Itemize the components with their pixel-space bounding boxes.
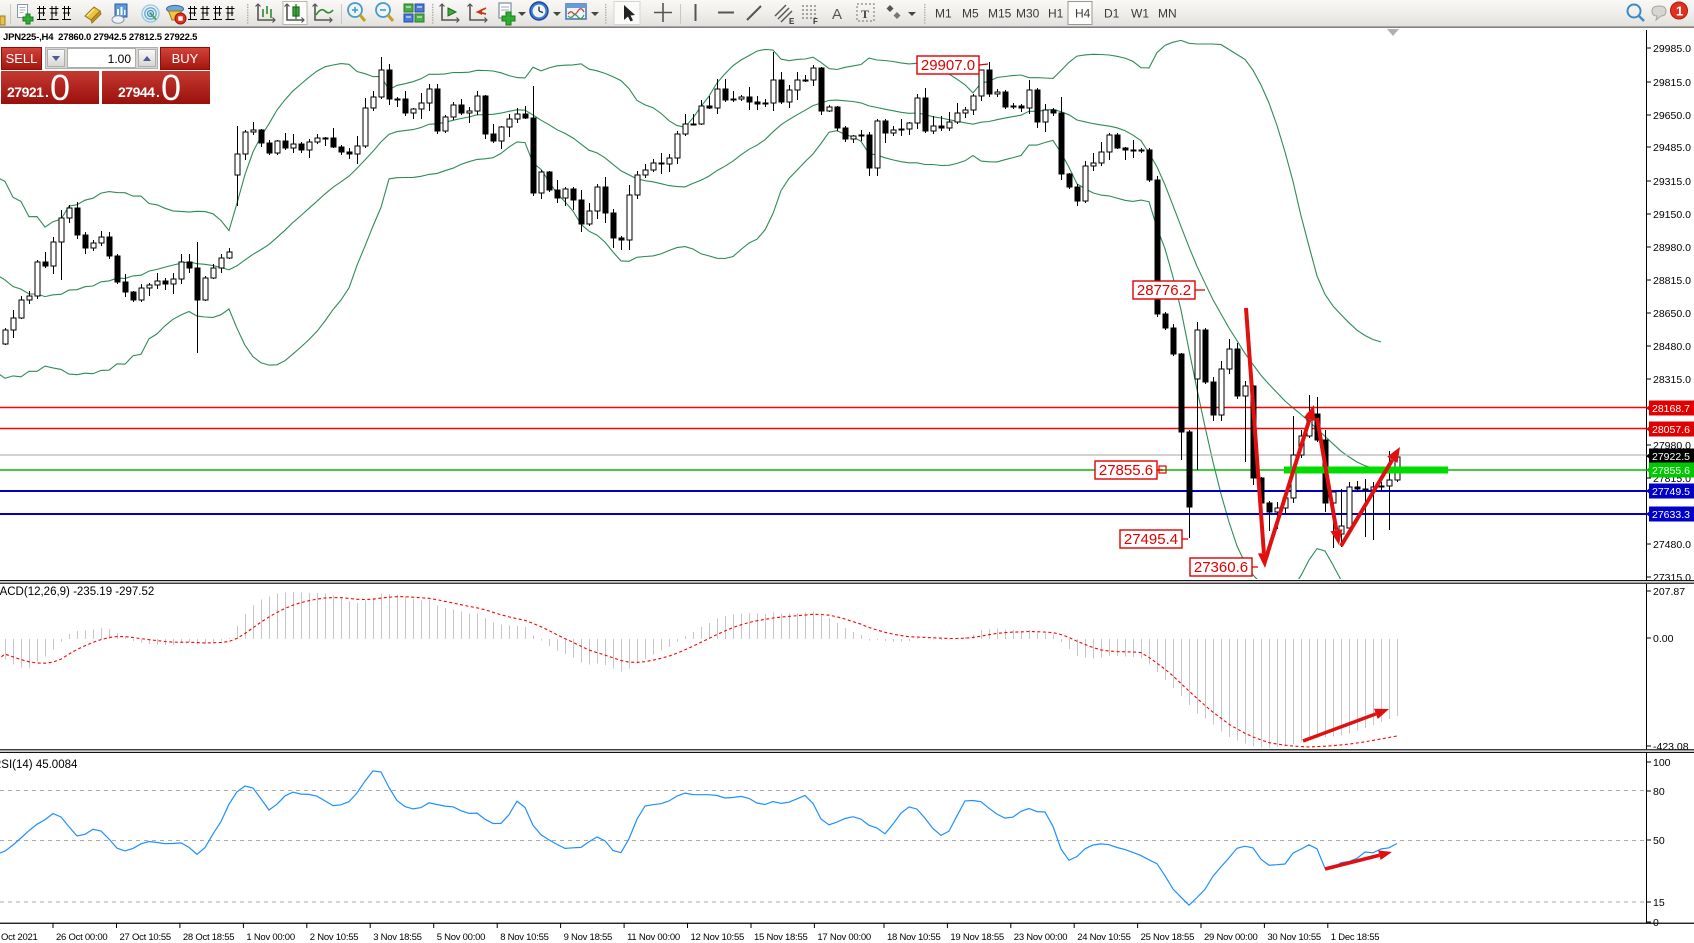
svg-text:27855.6: 27855.6 xyxy=(1099,462,1153,479)
svg-text:27315.0: 27315.0 xyxy=(1653,572,1691,584)
svg-text:MACD(12,26,9) -235.19 -297.52: MACD(12,26,9) -235.19 -297.52 xyxy=(0,586,154,598)
svg-text:2 Nov 10:55: 2 Nov 10:55 xyxy=(310,932,358,943)
svg-text:15: 15 xyxy=(1653,897,1665,909)
svg-text:27922.5: 27922.5 xyxy=(1652,451,1690,463)
svg-text:17 Nov 00:00: 17 Nov 00:00 xyxy=(817,932,871,943)
svg-text:27 Oct 10:55: 27 Oct 10:55 xyxy=(120,932,171,943)
svg-text:50: 50 xyxy=(1653,835,1665,847)
svg-text:28315.0: 28315.0 xyxy=(1653,374,1691,386)
svg-text:0.00: 0.00 xyxy=(1653,633,1674,645)
svg-text:W1: W1 xyxy=(1131,7,1149,21)
svg-text:D1: D1 xyxy=(1104,7,1120,21)
svg-text:H1: H1 xyxy=(1048,7,1064,21)
svg-text:28776.2: 28776.2 xyxy=(1137,282,1191,299)
svg-text:29485.0: 29485.0 xyxy=(1653,142,1691,154)
svg-text:15 Nov 18:55: 15 Nov 18:55 xyxy=(754,932,808,943)
svg-text:27749.5: 27749.5 xyxy=(1652,486,1690,498)
svg-text:H4: H4 xyxy=(1075,7,1091,21)
svg-text:28815.0: 28815.0 xyxy=(1653,275,1691,287)
svg-text:23 Nov 00:00: 23 Nov 00:00 xyxy=(1014,932,1068,943)
svg-text:28168.7: 28168.7 xyxy=(1652,403,1690,415)
svg-text:27360.6: 27360.6 xyxy=(1194,559,1248,576)
svg-text:28057.6: 28057.6 xyxy=(1652,424,1690,436)
svg-text:27633.3: 27633.3 xyxy=(1652,509,1690,521)
svg-text:29815.0: 29815.0 xyxy=(1653,77,1691,89)
svg-text:M5: M5 xyxy=(962,7,979,21)
svg-text:M15: M15 xyxy=(988,7,1012,21)
svg-text:Oct 2021: Oct 2021 xyxy=(1,932,38,943)
svg-text:A: A xyxy=(832,6,842,23)
svg-text:100: 100 xyxy=(1653,757,1671,769)
svg-text:29907.0: 29907.0 xyxy=(921,57,975,74)
svg-text:24 Nov 10:55: 24 Nov 10:55 xyxy=(1077,932,1131,943)
svg-text:27855.6: 27855.6 xyxy=(1652,465,1690,477)
svg-text:MN: MN xyxy=(1158,7,1177,21)
svg-text:28650.0: 28650.0 xyxy=(1653,308,1691,320)
svg-text:RSI(14) 45.0084: RSI(14) 45.0084 xyxy=(0,759,78,771)
svg-text:29150.0: 29150.0 xyxy=(1653,209,1691,221)
svg-text:8 Nov 10:55: 8 Nov 10:55 xyxy=(500,932,548,943)
svg-text:1 Dec 18:55: 1 Dec 18:55 xyxy=(1331,932,1379,943)
svg-text:9 Nov 18:55: 9 Nov 18:55 xyxy=(564,932,612,943)
svg-text:29315.0: 29315.0 xyxy=(1653,176,1691,188)
svg-text:26 Oct 00:00: 26 Oct 00:00 xyxy=(56,932,107,943)
svg-text:-423.08: -423.08 xyxy=(1653,741,1689,753)
svg-text:207.87: 207.87 xyxy=(1653,586,1685,598)
svg-text:11 Nov 00:00: 11 Nov 00:00 xyxy=(627,932,680,943)
svg-text:29985.0: 29985.0 xyxy=(1653,43,1691,55)
svg-text:F: F xyxy=(813,17,818,26)
svg-text:29650.0: 29650.0 xyxy=(1653,110,1691,122)
svg-text:18 Nov 10:55: 18 Nov 10:55 xyxy=(887,932,941,943)
svg-text:29 Nov 00:00: 29 Nov 00:00 xyxy=(1204,932,1258,943)
svg-text:28 Oct 18:55: 28 Oct 18:55 xyxy=(183,932,234,943)
svg-text:T: T xyxy=(861,7,869,21)
svg-text:19 Nov 18:55: 19 Nov 18:55 xyxy=(950,932,1004,943)
svg-text:30 Nov 10:55: 30 Nov 10:55 xyxy=(1267,932,1321,943)
svg-text:1 Nov 00:00: 1 Nov 00:00 xyxy=(246,932,294,943)
svg-text:5 Nov 00:00: 5 Nov 00:00 xyxy=(437,932,485,943)
svg-text:3 Nov 18:55: 3 Nov 18:55 xyxy=(373,932,421,943)
svg-text:M1: M1 xyxy=(935,7,952,21)
svg-text:25 Nov 18:55: 25 Nov 18:55 xyxy=(1141,932,1195,943)
svg-text:80: 80 xyxy=(1653,786,1665,798)
svg-text:E: E xyxy=(789,17,795,26)
svg-text:1: 1 xyxy=(1676,4,1683,19)
svg-text:28480.0: 28480.0 xyxy=(1653,341,1691,353)
svg-text:M30: M30 xyxy=(1016,7,1040,21)
svg-text:12 Nov 10:55: 12 Nov 10:55 xyxy=(691,932,745,943)
svg-text:28980.0: 28980.0 xyxy=(1653,242,1691,254)
svg-text:27480.0: 27480.0 xyxy=(1653,539,1691,551)
svg-text:27495.4: 27495.4 xyxy=(1124,531,1178,548)
